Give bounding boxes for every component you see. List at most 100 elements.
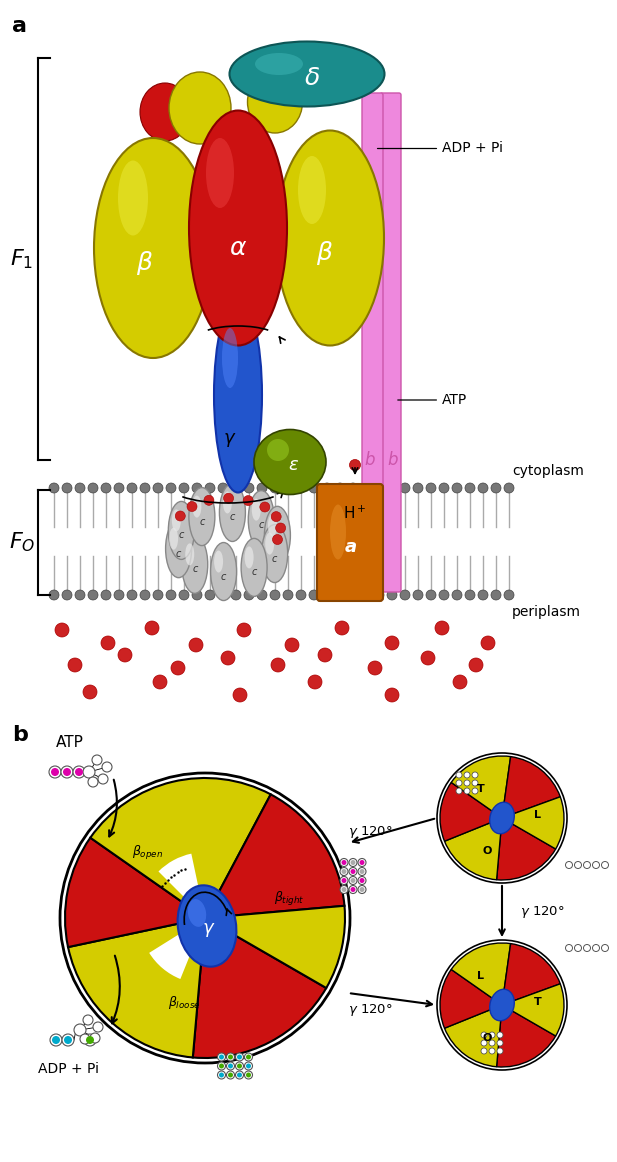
Circle shape [340, 859, 348, 867]
Circle shape [118, 648, 132, 662]
Circle shape [179, 483, 189, 493]
Circle shape [322, 483, 332, 493]
Circle shape [456, 780, 462, 786]
Circle shape [348, 590, 358, 600]
Circle shape [219, 1073, 224, 1077]
Circle shape [350, 887, 355, 892]
Text: $F_1$: $F_1$ [10, 248, 33, 271]
Circle shape [413, 590, 423, 600]
Circle shape [602, 945, 608, 952]
Text: $\gamma$: $\gamma$ [223, 431, 237, 449]
Circle shape [350, 878, 355, 883]
Ellipse shape [244, 546, 254, 568]
Ellipse shape [252, 498, 261, 521]
Circle shape [574, 945, 581, 952]
Circle shape [221, 651, 235, 665]
Circle shape [283, 483, 293, 493]
Circle shape [192, 483, 202, 493]
Ellipse shape [172, 509, 181, 531]
Text: ATP: ATP [56, 736, 84, 749]
Circle shape [358, 876, 366, 884]
Wedge shape [159, 854, 205, 918]
Text: b: b [387, 451, 398, 469]
Circle shape [472, 780, 478, 786]
Circle shape [64, 1037, 72, 1043]
Circle shape [489, 1040, 495, 1046]
Circle shape [74, 1024, 86, 1037]
Ellipse shape [265, 507, 291, 565]
Circle shape [88, 590, 98, 600]
Ellipse shape [189, 110, 287, 345]
Circle shape [55, 623, 69, 637]
Circle shape [437, 940, 567, 1070]
Circle shape [439, 483, 449, 493]
Circle shape [309, 483, 319, 493]
Text: $\gamma$: $\gamma$ [202, 921, 216, 939]
Circle shape [218, 1071, 225, 1079]
Circle shape [166, 483, 176, 493]
Circle shape [101, 590, 111, 600]
Circle shape [237, 1063, 242, 1069]
Text: ADP + Pi: ADP + Pi [38, 1062, 99, 1076]
Circle shape [60, 773, 350, 1063]
Circle shape [309, 590, 319, 600]
Circle shape [469, 658, 483, 672]
Text: L: L [477, 971, 484, 981]
Circle shape [114, 590, 124, 600]
Circle shape [464, 772, 470, 779]
Circle shape [481, 1032, 487, 1038]
Circle shape [187, 502, 197, 511]
Circle shape [497, 1032, 503, 1038]
Wedge shape [90, 779, 271, 918]
Text: c: c [272, 553, 278, 564]
Circle shape [179, 590, 189, 600]
Circle shape [140, 483, 150, 493]
Wedge shape [451, 756, 511, 818]
Circle shape [237, 623, 251, 637]
Ellipse shape [330, 504, 346, 559]
Circle shape [246, 1063, 251, 1069]
Text: a: a [12, 16, 27, 36]
Circle shape [273, 535, 283, 545]
Circle shape [219, 1063, 224, 1069]
Circle shape [127, 483, 137, 493]
Ellipse shape [169, 72, 231, 144]
Circle shape [127, 590, 137, 600]
Circle shape [472, 772, 478, 779]
Circle shape [350, 869, 355, 874]
Circle shape [86, 1037, 94, 1043]
Circle shape [83, 686, 97, 700]
Ellipse shape [140, 83, 190, 141]
Circle shape [413, 483, 423, 493]
Circle shape [308, 675, 322, 689]
Circle shape [257, 483, 267, 493]
Circle shape [566, 945, 573, 952]
Circle shape [92, 755, 102, 765]
Ellipse shape [165, 519, 192, 578]
Text: c: c [176, 548, 181, 559]
Ellipse shape [268, 515, 277, 537]
Circle shape [61, 766, 73, 779]
Circle shape [50, 1034, 62, 1046]
Circle shape [439, 590, 449, 600]
Circle shape [102, 762, 112, 772]
Circle shape [360, 860, 365, 865]
Circle shape [271, 511, 281, 522]
Circle shape [93, 1023, 103, 1032]
Circle shape [153, 675, 167, 689]
Circle shape [114, 483, 124, 493]
Circle shape [349, 868, 357, 875]
Circle shape [84, 1034, 96, 1046]
Text: L: L [534, 810, 541, 820]
Circle shape [400, 483, 410, 493]
Text: c: c [275, 536, 280, 545]
Circle shape [73, 766, 85, 779]
Circle shape [75, 590, 85, 600]
Text: $\beta$: $\beta$ [136, 249, 154, 277]
Ellipse shape [188, 899, 206, 927]
Circle shape [171, 661, 185, 675]
Ellipse shape [255, 53, 303, 76]
Ellipse shape [94, 138, 212, 358]
Circle shape [335, 483, 345, 493]
Wedge shape [444, 818, 502, 880]
